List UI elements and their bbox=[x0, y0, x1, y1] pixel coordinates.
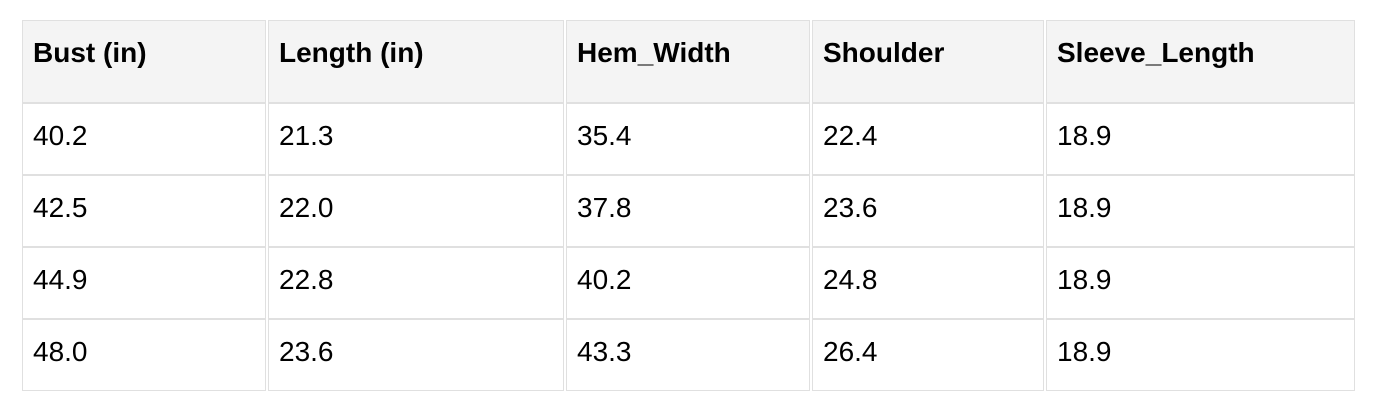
column-header-bust-in: Bust (in) bbox=[22, 20, 266, 103]
table-row: 40.2 21.3 35.4 22.4 18.9 bbox=[22, 103, 1355, 175]
table-cell: 44.9 bbox=[22, 247, 266, 319]
table-cell: 18.9 bbox=[1046, 103, 1355, 175]
column-header-sleeve-length: Sleeve_Length bbox=[1046, 20, 1355, 103]
size-chart-table: Bust (in) Length (in) Hem_Width Shoulder Sle… bbox=[20, 20, 1357, 391]
table-cell: 40.2 bbox=[566, 247, 810, 319]
table-cell: 23.6 bbox=[812, 175, 1044, 247]
column-header-length-in: Length (in) bbox=[268, 20, 564, 103]
table-cell: 18.9 bbox=[1046, 319, 1355, 391]
table-cell: 48.0 bbox=[22, 319, 266, 391]
table-cell: 40.2 bbox=[22, 103, 266, 175]
table-cell: 37.8 bbox=[566, 175, 810, 247]
table-cell: 22.4 bbox=[812, 103, 1044, 175]
table-cell: 18.9 bbox=[1046, 247, 1355, 319]
table-cell: 35.4 bbox=[566, 103, 810, 175]
table-cell: 43.3 bbox=[566, 319, 810, 391]
table-cell: 42.5 bbox=[22, 175, 266, 247]
table-cell: 26.4 bbox=[812, 319, 1044, 391]
table-cell: 22.0 bbox=[268, 175, 564, 247]
table-row: 42.5 22.0 37.8 23.6 18.9 bbox=[22, 175, 1355, 247]
table-cell: 23.6 bbox=[268, 319, 564, 391]
table-cell: 21.3 bbox=[268, 103, 564, 175]
table-row: 48.0 23.6 43.3 26.4 18.9 bbox=[22, 319, 1355, 391]
table-cell: 24.8 bbox=[812, 247, 1044, 319]
column-header-hem-width: Hem_Width bbox=[566, 20, 810, 103]
table-header-row: Bust (in) Length (in) Hem_Width Shoulder Sle… bbox=[22, 20, 1355, 103]
table-cell: 18.9 bbox=[1046, 175, 1355, 247]
table-cell: 22.8 bbox=[268, 247, 564, 319]
column-header-shoulder: Shoulder bbox=[812, 20, 1044, 103]
table-row: 44.9 22.8 40.2 24.8 18.9 bbox=[22, 247, 1355, 319]
